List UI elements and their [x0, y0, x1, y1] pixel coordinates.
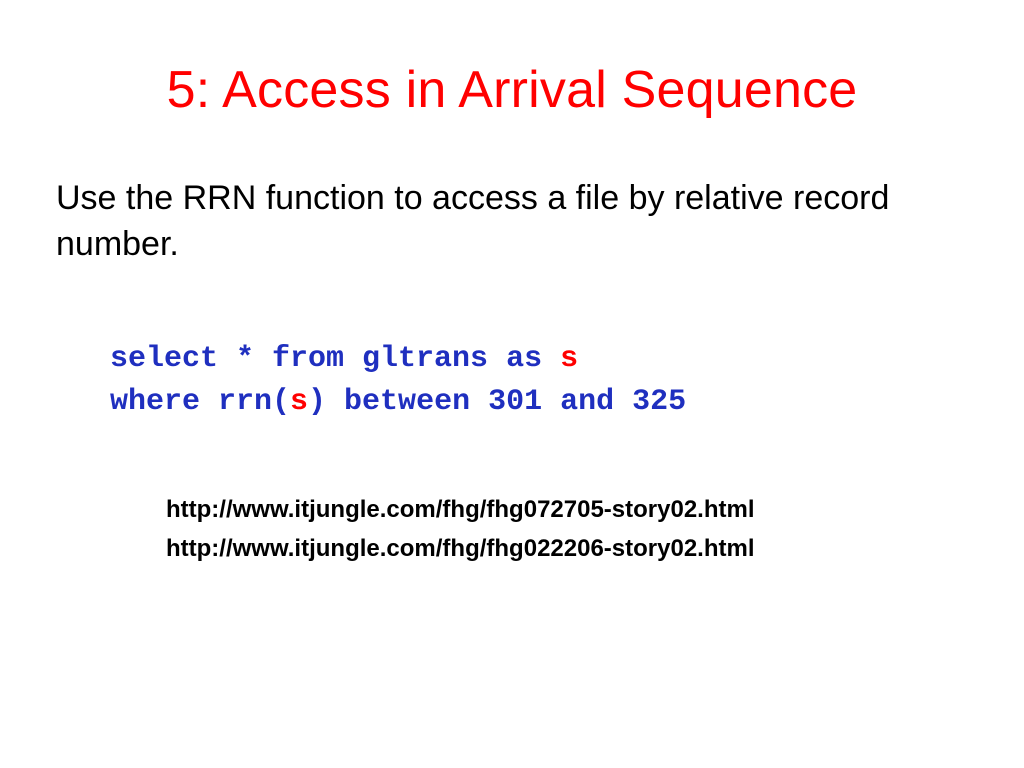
- code-block: select * from gltrans as s where rrn(s) …: [110, 338, 968, 425]
- code-line-1: select * from gltrans as s: [110, 342, 578, 376]
- code-text: where rrn(: [110, 385, 290, 419]
- code-text: ) between 301 and 325: [308, 385, 686, 419]
- reference-links: http://www.itjungle.com/fhg/fhg072705-st…: [166, 491, 968, 567]
- code-highlight: s: [290, 385, 308, 419]
- slide-title: 5: Access in Arrival Sequence: [56, 60, 968, 120]
- code-highlight: s: [560, 342, 578, 376]
- reference-link: http://www.itjungle.com/fhg/fhg072705-st…: [166, 491, 968, 528]
- code-text: select * from gltrans as: [110, 342, 560, 376]
- code-line-2: where rrn(s) between 301 and 325: [110, 385, 686, 419]
- slide: 5: Access in Arrival Sequence Use the RR…: [0, 0, 1024, 768]
- slide-body-text: Use the RRN function to access a file by…: [56, 176, 968, 268]
- reference-link: http://www.itjungle.com/fhg/fhg022206-st…: [166, 530, 968, 567]
